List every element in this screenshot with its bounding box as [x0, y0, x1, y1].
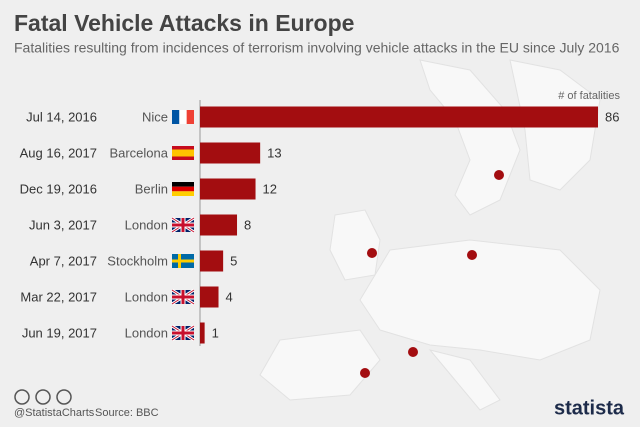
- flag: [172, 182, 194, 196]
- flag: [172, 110, 194, 124]
- axis-label: # of fatalities: [558, 90, 620, 102]
- bar: [200, 106, 598, 128]
- flag-part: [172, 182, 194, 187]
- category-label: Nice: [142, 109, 168, 124]
- value-label: 86: [605, 109, 619, 124]
- category-label: Barcelona: [109, 145, 168, 160]
- date-label: Jul 14, 2016: [26, 109, 97, 124]
- cc-icons: [14, 389, 72, 405]
- flag-part: [172, 295, 194, 299]
- category-label: Stockholm: [107, 253, 168, 268]
- flag: [171, 324, 195, 342]
- chart-title: Fatal Vehicle Attacks in Europe: [14, 10, 354, 36]
- flag: [171, 288, 195, 306]
- chart-subtitle: Fatalities resulting from incidences of …: [14, 40, 620, 56]
- category-label: London: [125, 325, 168, 340]
- flag-part: [172, 191, 194, 196]
- flag-part: [172, 259, 194, 263]
- flag-part: [172, 186, 194, 192]
- brand: statista: [554, 397, 625, 419]
- flag-part: [172, 110, 180, 124]
- city-dots: [360, 170, 504, 378]
- date-label: Jun 19, 2017: [22, 325, 97, 340]
- source: Source: BBC: [95, 407, 159, 419]
- flag: [171, 216, 195, 234]
- flag-part: [186, 110, 194, 124]
- flag: [172, 146, 194, 160]
- date-label: Jun 3, 2017: [29, 217, 97, 232]
- value-label: 13: [267, 145, 281, 160]
- date-label: Dec 19, 2016: [20, 181, 97, 196]
- flag: [172, 254, 194, 268]
- flag-part: [179, 110, 187, 124]
- value-label: 4: [226, 289, 233, 304]
- category-label: London: [125, 289, 168, 304]
- handle: @StatistaCharts: [14, 407, 95, 419]
- bar: [200, 250, 224, 272]
- value-label: 5: [230, 253, 237, 268]
- category-label: Berlin: [135, 181, 168, 196]
- flag-part: [172, 149, 194, 157]
- flag-part: [172, 223, 194, 227]
- bar: [200, 142, 261, 164]
- bar: [200, 286, 219, 308]
- bar: [200, 214, 238, 236]
- category-label: London: [125, 217, 168, 232]
- value-label: 12: [263, 181, 277, 196]
- value-label: 8: [244, 217, 251, 232]
- date-label: Apr 7, 2017: [30, 253, 97, 268]
- date-label: Aug 16, 2017: [20, 145, 97, 160]
- bar: [200, 322, 205, 344]
- flag-part: [172, 331, 194, 335]
- value-label: 1: [212, 325, 219, 340]
- bar: [200, 178, 256, 200]
- date-label: Mar 22, 2017: [20, 289, 97, 304]
